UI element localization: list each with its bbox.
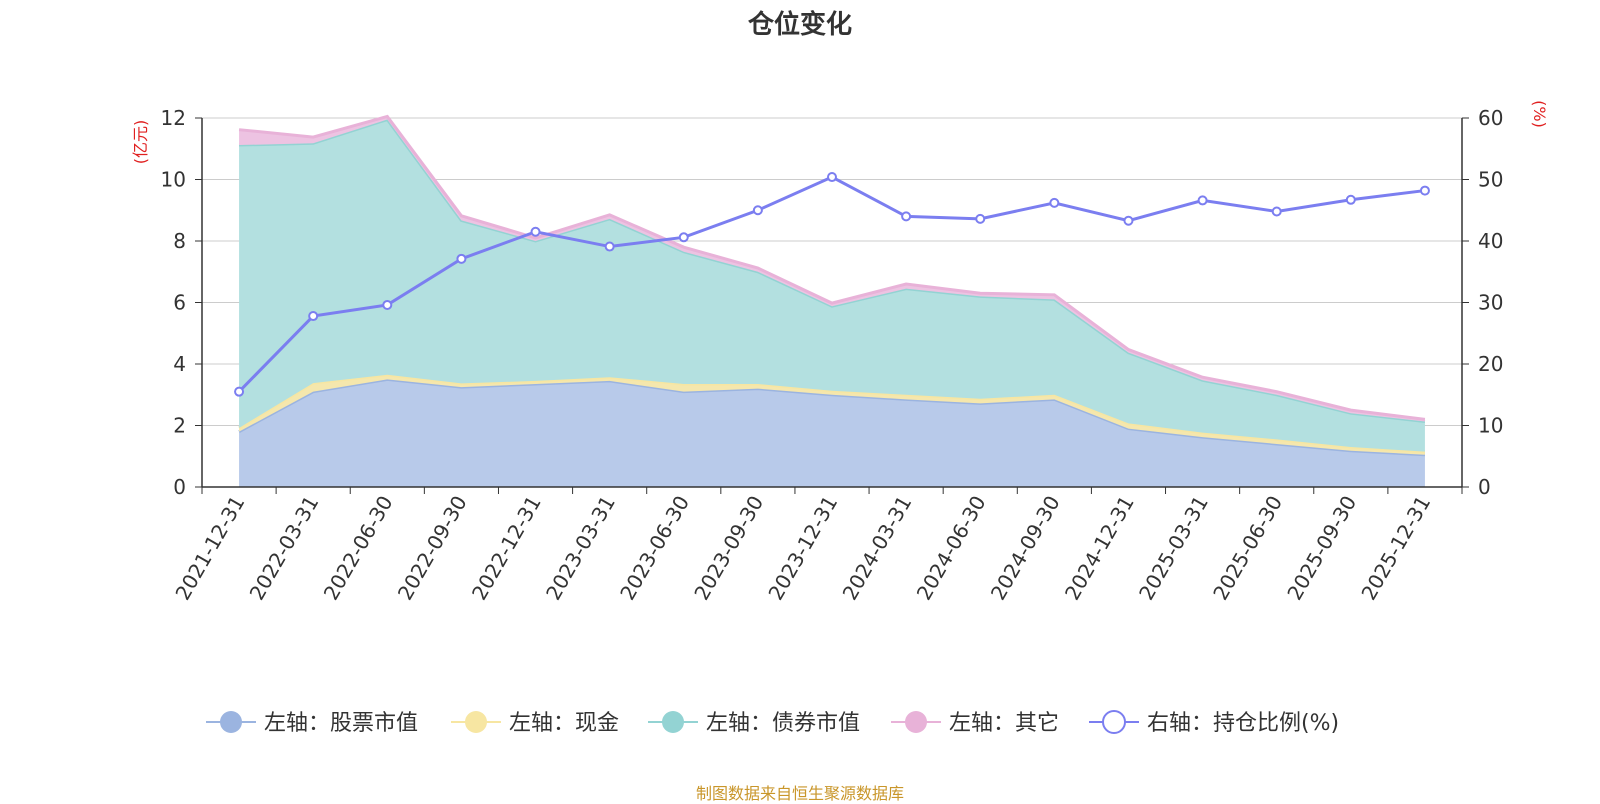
left-axis-tick-label: 10	[161, 168, 186, 192]
ratio-point	[752, 205, 763, 216]
area-layer	[238, 114, 1426, 487]
x-axis-tick-label: 2022-03-31	[245, 492, 324, 605]
legend-label: 左轴：债券市值	[706, 711, 860, 736]
ratio-point	[456, 253, 467, 264]
left-axis-tick-label: 2	[173, 414, 186, 438]
ratio-point	[678, 232, 689, 243]
legend[interactable]: 左轴：股票市值 左轴：现金 左轴：债券市值 左轴：其它 右轴：持仓比例(%)	[206, 710, 1339, 736]
ratio-point	[604, 241, 615, 252]
legend-item-3[interactable]: 左轴：其它	[891, 711, 1059, 736]
ratio-point	[1197, 195, 1208, 206]
right-axis-tick-label: 50	[1478, 168, 1503, 192]
area-2	[239, 119, 1425, 452]
legend-marker	[465, 711, 487, 733]
x-axis-tick-label: 2023-12-31	[763, 492, 842, 605]
ratio-point	[901, 211, 912, 222]
legend-marker	[1102, 710, 1126, 734]
area-0	[239, 379, 1425, 487]
chart-title: 仓位变化	[747, 10, 852, 40]
legend-marker	[662, 711, 684, 733]
ratio-point	[234, 386, 245, 397]
legend-label: 左轴：其它	[949, 711, 1059, 736]
x-axis-tick-label: 2021-12-31	[170, 492, 249, 605]
legend-marker	[220, 711, 242, 733]
right-axis-tick-label: 60	[1478, 106, 1503, 130]
ratio-point	[827, 172, 837, 183]
x-axis-tick-label: 2022-06-30	[319, 492, 398, 605]
data-source-note: 制图数据来自恒生聚源数据库	[695, 784, 904, 803]
right-axis-tick-label: 30	[1478, 291, 1503, 315]
legend-label: 左轴：股票市值	[264, 711, 418, 736]
x-axis-tick-label: 2022-12-31	[467, 492, 546, 605]
ratio-point	[1271, 206, 1282, 217]
left-axis-tick-label: 6	[173, 291, 186, 315]
legend-label: 右轴：持仓比例(%)	[1147, 711, 1339, 736]
area-edge-3	[238, 114, 1426, 421]
x-axis-tick-label: 2023-06-30	[615, 492, 694, 605]
x-axis-tick-label: 2025-06-30	[1208, 492, 1287, 605]
legend-marker	[905, 711, 927, 733]
ratio-point	[530, 226, 541, 237]
ratio-point	[1123, 215, 1134, 226]
x-axis-tick-label: 2025-03-31	[1134, 492, 1213, 605]
ratio-point	[1049, 197, 1060, 208]
legend-item-4[interactable]: 右轴：持仓比例(%)	[1089, 710, 1339, 736]
legend-label: 左轴：现金	[509, 711, 619, 736]
right-axis-tick-label: 0	[1478, 475, 1491, 499]
left-axis-tick-label: 12	[161, 106, 186, 130]
ratio-line-layer	[234, 172, 1430, 397]
right-axis-tick-label: 40	[1478, 229, 1503, 253]
ratio-point	[975, 213, 986, 224]
ratio-point	[382, 299, 393, 310]
x-axis-tick-label: 2023-03-31	[541, 492, 620, 605]
left-axis-tick-label: 0	[173, 475, 186, 499]
legend-item-0[interactable]: 左轴：股票市值	[206, 711, 418, 736]
x-axis-tick-label: 2025-12-31	[1356, 492, 1435, 605]
ratio-point	[1419, 185, 1430, 196]
ratio-point	[308, 311, 319, 322]
x-axis-tick-label: 2024-03-31	[838, 492, 917, 605]
x-axis-tick-label: 2024-12-31	[1060, 492, 1139, 605]
left-axis-tick-label: 4	[173, 352, 186, 376]
ratio-point	[1345, 194, 1356, 205]
x-axis-tick-label: 2023-09-30	[689, 492, 768, 605]
legend-item-2[interactable]: 左轴：债券市值	[648, 711, 860, 736]
right-axis-tick-label: 10	[1478, 414, 1503, 438]
x-axis-tick-label: 2025-09-30	[1282, 492, 1361, 605]
legend-item-1[interactable]: 左轴：现金	[451, 711, 619, 736]
left-axis-unit: (亿元)	[131, 120, 150, 165]
left-axis-tick-label: 8	[173, 229, 186, 253]
x-axis-tick-label: 2024-06-30	[912, 492, 991, 605]
right-axis-unit: (%)	[1530, 100, 1549, 128]
x-axis-tick-label: 2022-09-30	[393, 491, 472, 604]
x-axis-tick-label: 2024-09-30	[986, 492, 1065, 605]
right-axis-tick-label: 20	[1478, 352, 1503, 376]
